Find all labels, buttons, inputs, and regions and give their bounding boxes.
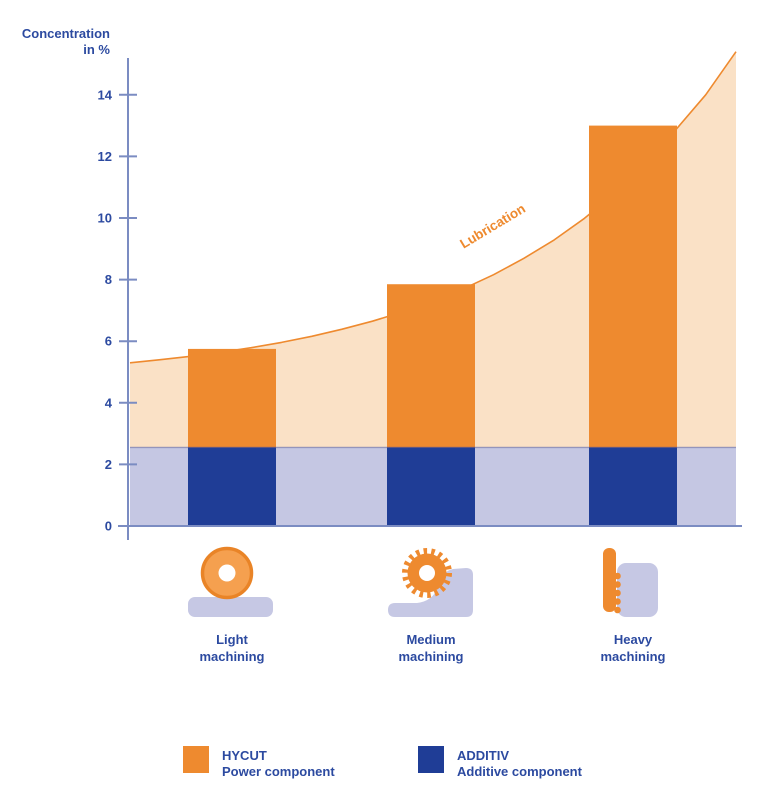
grinding-wheel-icon bbox=[188, 546, 273, 617]
y-tick-label: 8 bbox=[105, 272, 112, 287]
legend-item-additiv: ADDITIV Additive component bbox=[418, 746, 582, 780]
legend-item-hycut: HYCUT Power component bbox=[183, 746, 335, 780]
category-heavy-line2: machining bbox=[600, 648, 666, 664]
legend-additiv-desc: Additive component bbox=[457, 764, 582, 779]
power-component-bar bbox=[589, 125, 677, 448]
saw-blade-icon bbox=[388, 548, 473, 617]
category-medium-line1: Medium bbox=[406, 632, 456, 647]
additive-component-bar bbox=[188, 447, 276, 526]
category-light-line2: machining bbox=[199, 648, 265, 664]
y-tick-label: 14 bbox=[98, 87, 113, 102]
additive-component-bar bbox=[387, 447, 475, 526]
power-component-bar bbox=[387, 284, 475, 448]
hycut-swatch bbox=[183, 746, 209, 773]
category-label-medium: Medium machining bbox=[371, 632, 491, 665]
broaching-tool-icon bbox=[603, 548, 658, 617]
y-axis-title-line1: Concentration bbox=[21, 26, 110, 41]
y-tick-label: 6 bbox=[105, 334, 112, 349]
legend-additiv-name: ADDITIV bbox=[457, 748, 509, 763]
additive-component-bar bbox=[589, 447, 677, 526]
legend-hycut-name: HYCUT bbox=[222, 748, 267, 763]
additiv-swatch bbox=[418, 746, 444, 773]
y-tick-label: 4 bbox=[105, 395, 113, 410]
category-heavy-line1: Heavy bbox=[613, 632, 653, 647]
y-tick-label: 0 bbox=[105, 519, 112, 534]
legend-hycut-desc: Power component bbox=[222, 764, 335, 779]
lubrication-curve-label: Lubrication bbox=[457, 201, 528, 252]
y-tick-label: 10 bbox=[98, 211, 112, 226]
chart-layers: 0 2 4 6 8 10 12 14 bbox=[98, 51, 742, 540]
lubrication-area bbox=[130, 51, 736, 448]
category-label-heavy: Heavy machining bbox=[573, 632, 693, 665]
y-tick-label: 12 bbox=[98, 149, 112, 164]
y-axis-title: Concentration in % bbox=[10, 26, 110, 58]
category-medium-line2: machining bbox=[398, 648, 464, 664]
category-label-light: Light machining bbox=[172, 632, 292, 665]
power-component-bar bbox=[188, 348, 276, 448]
y-axis-title-line2: in % bbox=[83, 42, 110, 57]
y-tick-label: 2 bbox=[105, 457, 112, 472]
category-light-line1: Light bbox=[216, 632, 248, 647]
plot-area: 0 2 4 6 8 10 12 14 Lubrication bbox=[98, 51, 742, 540]
